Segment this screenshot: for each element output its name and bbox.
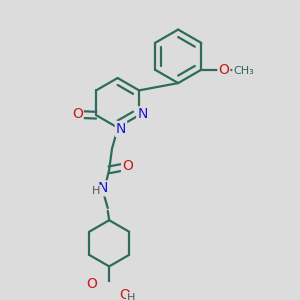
Text: N: N: [137, 107, 148, 121]
Text: N: N: [98, 182, 108, 195]
Text: O: O: [119, 288, 130, 300]
Text: N: N: [116, 122, 126, 136]
Text: O: O: [72, 107, 83, 121]
Text: O: O: [122, 159, 133, 172]
Text: O: O: [86, 277, 97, 291]
Text: O: O: [218, 63, 229, 77]
Text: H: H: [127, 293, 135, 300]
Text: H: H: [92, 186, 100, 196]
Text: CH₃: CH₃: [233, 65, 254, 76]
